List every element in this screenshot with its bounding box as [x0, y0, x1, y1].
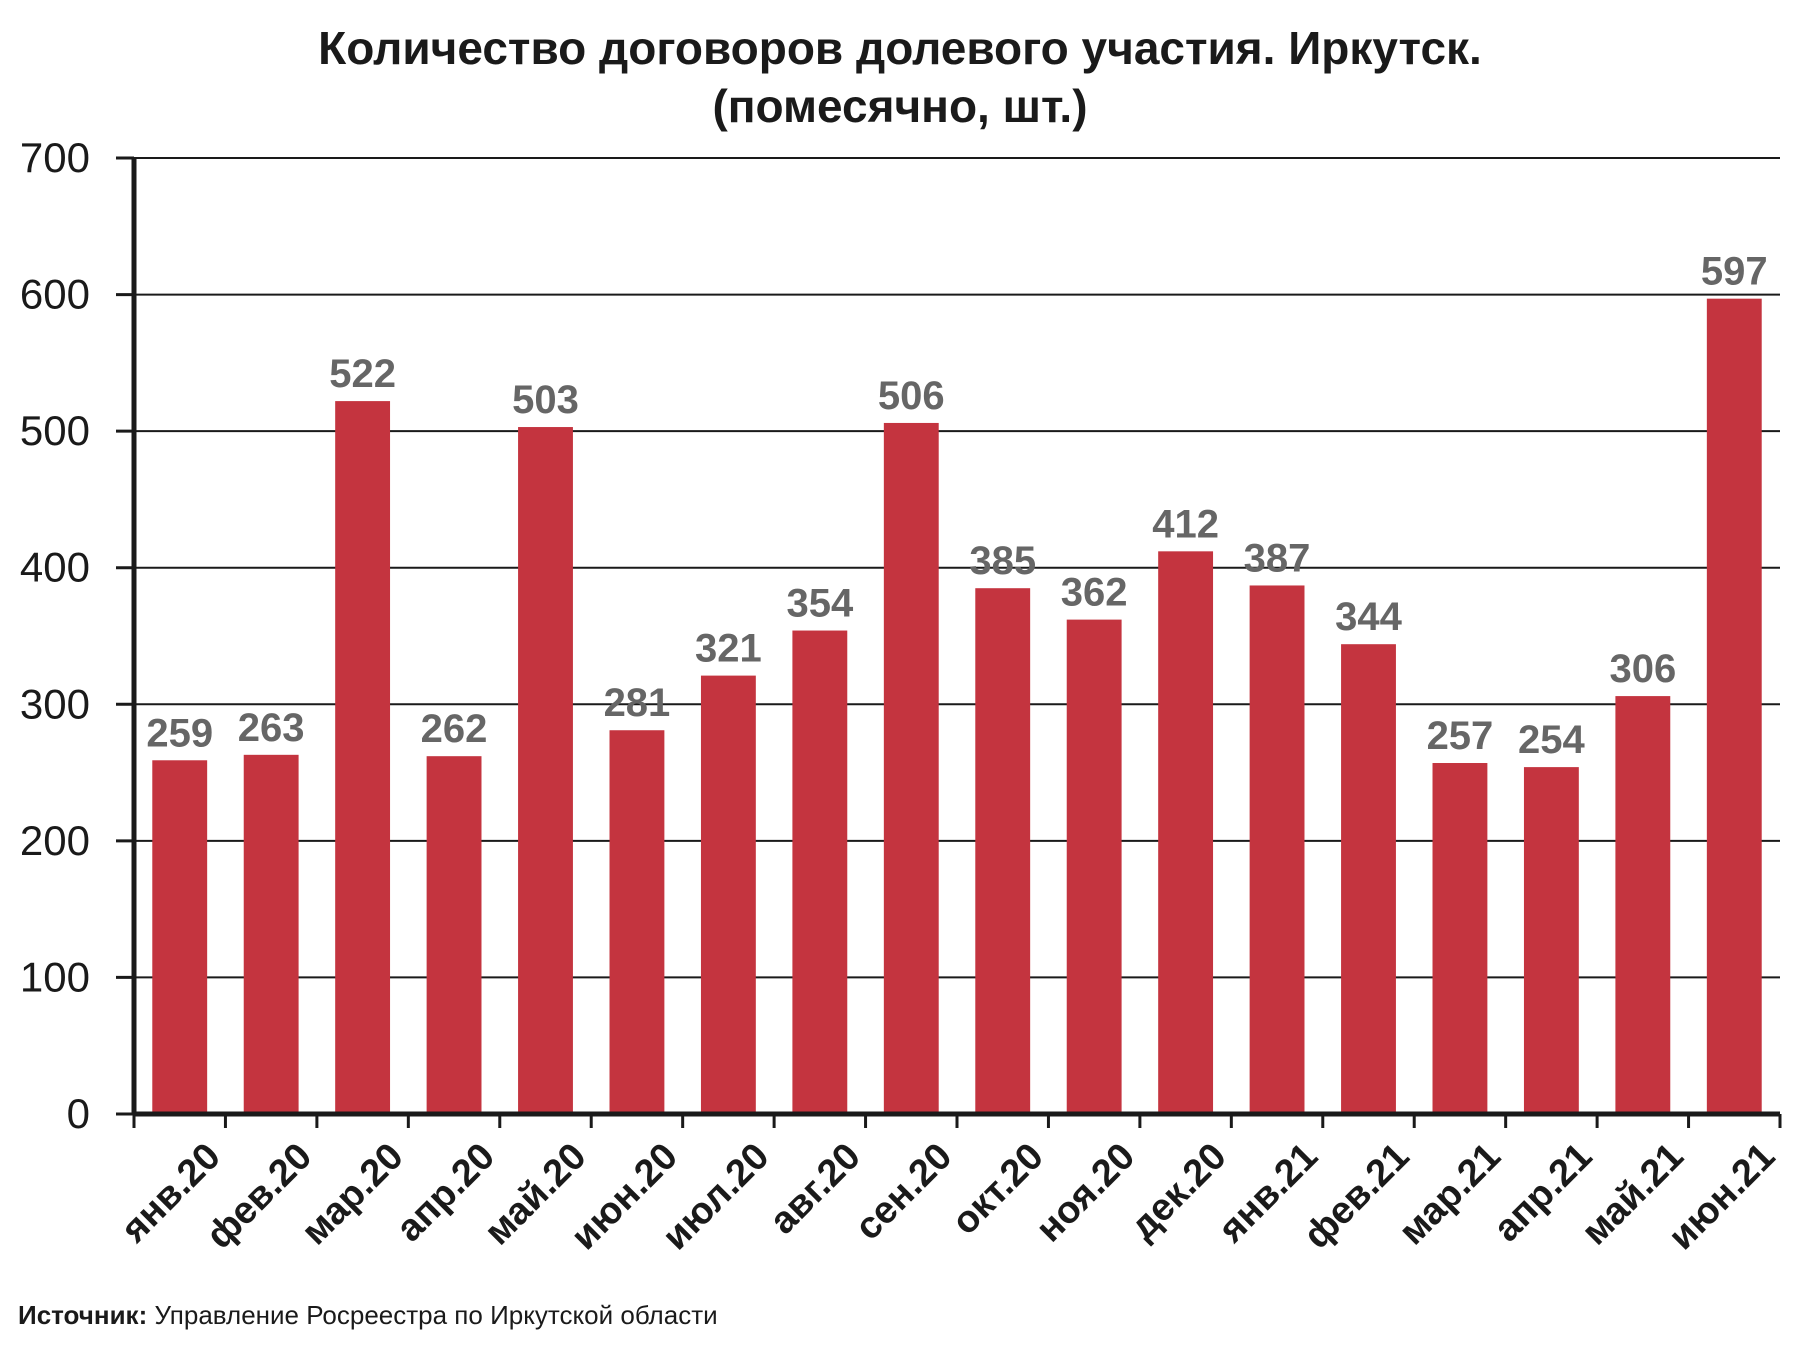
bar — [243, 754, 299, 1114]
y-tick-label: 0 — [67, 1090, 90, 1137]
x-tick-label: сен.20 — [847, 1135, 960, 1248]
data-label: 597 — [1701, 250, 1768, 294]
x-tick-label: мар.21 — [1391, 1135, 1509, 1253]
y-tick-label: 100 — [20, 953, 90, 1000]
bar — [152, 760, 208, 1114]
source-text: Управление Росреестра по Иркутской облас… — [147, 1300, 718, 1330]
y-tick-label: 500 — [20, 407, 90, 454]
data-label: 362 — [1061, 571, 1128, 615]
data-label: 263 — [238, 706, 305, 750]
data-label: 506 — [878, 374, 945, 418]
bar — [883, 422, 939, 1114]
x-tick-label: авг.20 — [762, 1135, 869, 1242]
data-label: 257 — [1427, 714, 1494, 758]
bar — [609, 730, 665, 1114]
bar — [792, 630, 848, 1114]
source-note: Источник: Управление Росреестра по Иркут… — [18, 1300, 718, 1331]
bar — [1432, 763, 1488, 1114]
bar — [1615, 696, 1671, 1114]
x-tick-label: мар.20 — [294, 1135, 412, 1253]
bar — [518, 427, 573, 1114]
bar — [700, 675, 756, 1114]
data-label: 522 — [329, 352, 396, 396]
bar — [1706, 298, 1762, 1114]
data-label: 503 — [512, 378, 579, 422]
y-tick-label: 700 — [20, 134, 90, 181]
data-label: 259 — [146, 711, 213, 755]
y-tick-label: 400 — [20, 544, 90, 591]
source-label: Источник: — [18, 1300, 148, 1330]
bar — [1341, 644, 1396, 1114]
y-tick-label: 300 — [20, 680, 90, 727]
data-label: 281 — [604, 681, 671, 725]
bar — [1523, 767, 1579, 1114]
bar — [975, 588, 1031, 1114]
y-tick-label: 200 — [20, 817, 90, 864]
data-label: 354 — [786, 582, 853, 626]
data-label: 321 — [695, 627, 762, 671]
data-label: 262 — [421, 707, 488, 751]
data-label: 387 — [1244, 536, 1311, 580]
data-label: 306 — [1609, 647, 1676, 691]
bar — [335, 401, 391, 1114]
bar — [1249, 585, 1305, 1114]
bar — [1158, 551, 1214, 1114]
data-label: 412 — [1152, 502, 1219, 546]
chart-subtitle: (помесячно, шт.) — [712, 80, 1088, 132]
x-tick-label: дек.20 — [1122, 1135, 1235, 1248]
data-label: 254 — [1518, 718, 1585, 762]
x-tick-label: ноя.20 — [1028, 1135, 1143, 1250]
data-label: 344 — [1335, 595, 1402, 639]
bar — [426, 756, 482, 1114]
y-tick-label: 600 — [20, 271, 90, 318]
chart-title: Количество договоров долевого участия. И… — [318, 22, 1482, 74]
bar — [1066, 619, 1122, 1114]
data-label: 385 — [969, 539, 1036, 583]
